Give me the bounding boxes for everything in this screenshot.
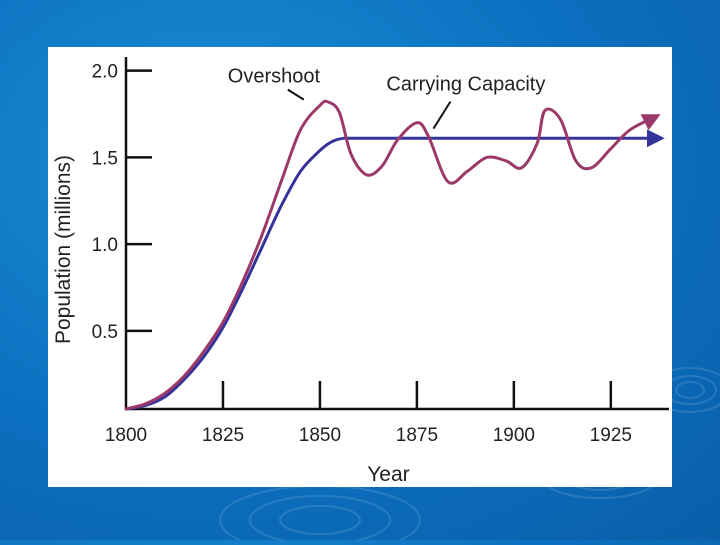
- y-tick-label: 1.5: [92, 148, 118, 169]
- annotations: Overshoot Carrying Capacity: [228, 66, 545, 130]
- axes: [124, 57, 669, 411]
- x-tick-label: 1800: [105, 425, 147, 446]
- y-tick-label: 0.5: [92, 322, 118, 343]
- chart: 0.5 1.0 1.5 2.0 1800 1825 1850 1875 1900 1925 Po…: [52, 57, 669, 486]
- y-ticks: 0.5 1.0 1.5 2.0: [92, 62, 152, 343]
- annotation-overshoot-leader: [287, 88, 305, 101]
- series-layer: [124, 99, 665, 411]
- x-tick-label: 1900: [493, 425, 535, 446]
- x-axis-title: Year: [367, 463, 409, 486]
- y-axis-title: Population (millions): [52, 155, 75, 344]
- x-tick-label: 1925: [590, 425, 632, 446]
- x-ticks: 1800 1825 1850 1875 1900 1925: [105, 381, 632, 446]
- x-tick-label: 1825: [202, 425, 244, 446]
- x-tick-label: 1850: [299, 425, 341, 446]
- y-tick-label: 1.0: [92, 235, 118, 256]
- population-line: [124, 99, 661, 411]
- y-tick-label: 2.0: [92, 62, 118, 83]
- annotation-overshoot: Overshoot: [228, 66, 321, 88]
- annotation-carrying-capacity-leader: [432, 101, 452, 130]
- chart-panel: 0.5 1.0 1.5 2.0 1800 1825 1850 1875 1900 1925 Po…: [48, 47, 672, 487]
- x-tick-label: 1875: [396, 425, 438, 446]
- carrying-capacity-line: [124, 129, 665, 411]
- annotation-carrying-capacity: Carrying Capacity: [386, 74, 545, 96]
